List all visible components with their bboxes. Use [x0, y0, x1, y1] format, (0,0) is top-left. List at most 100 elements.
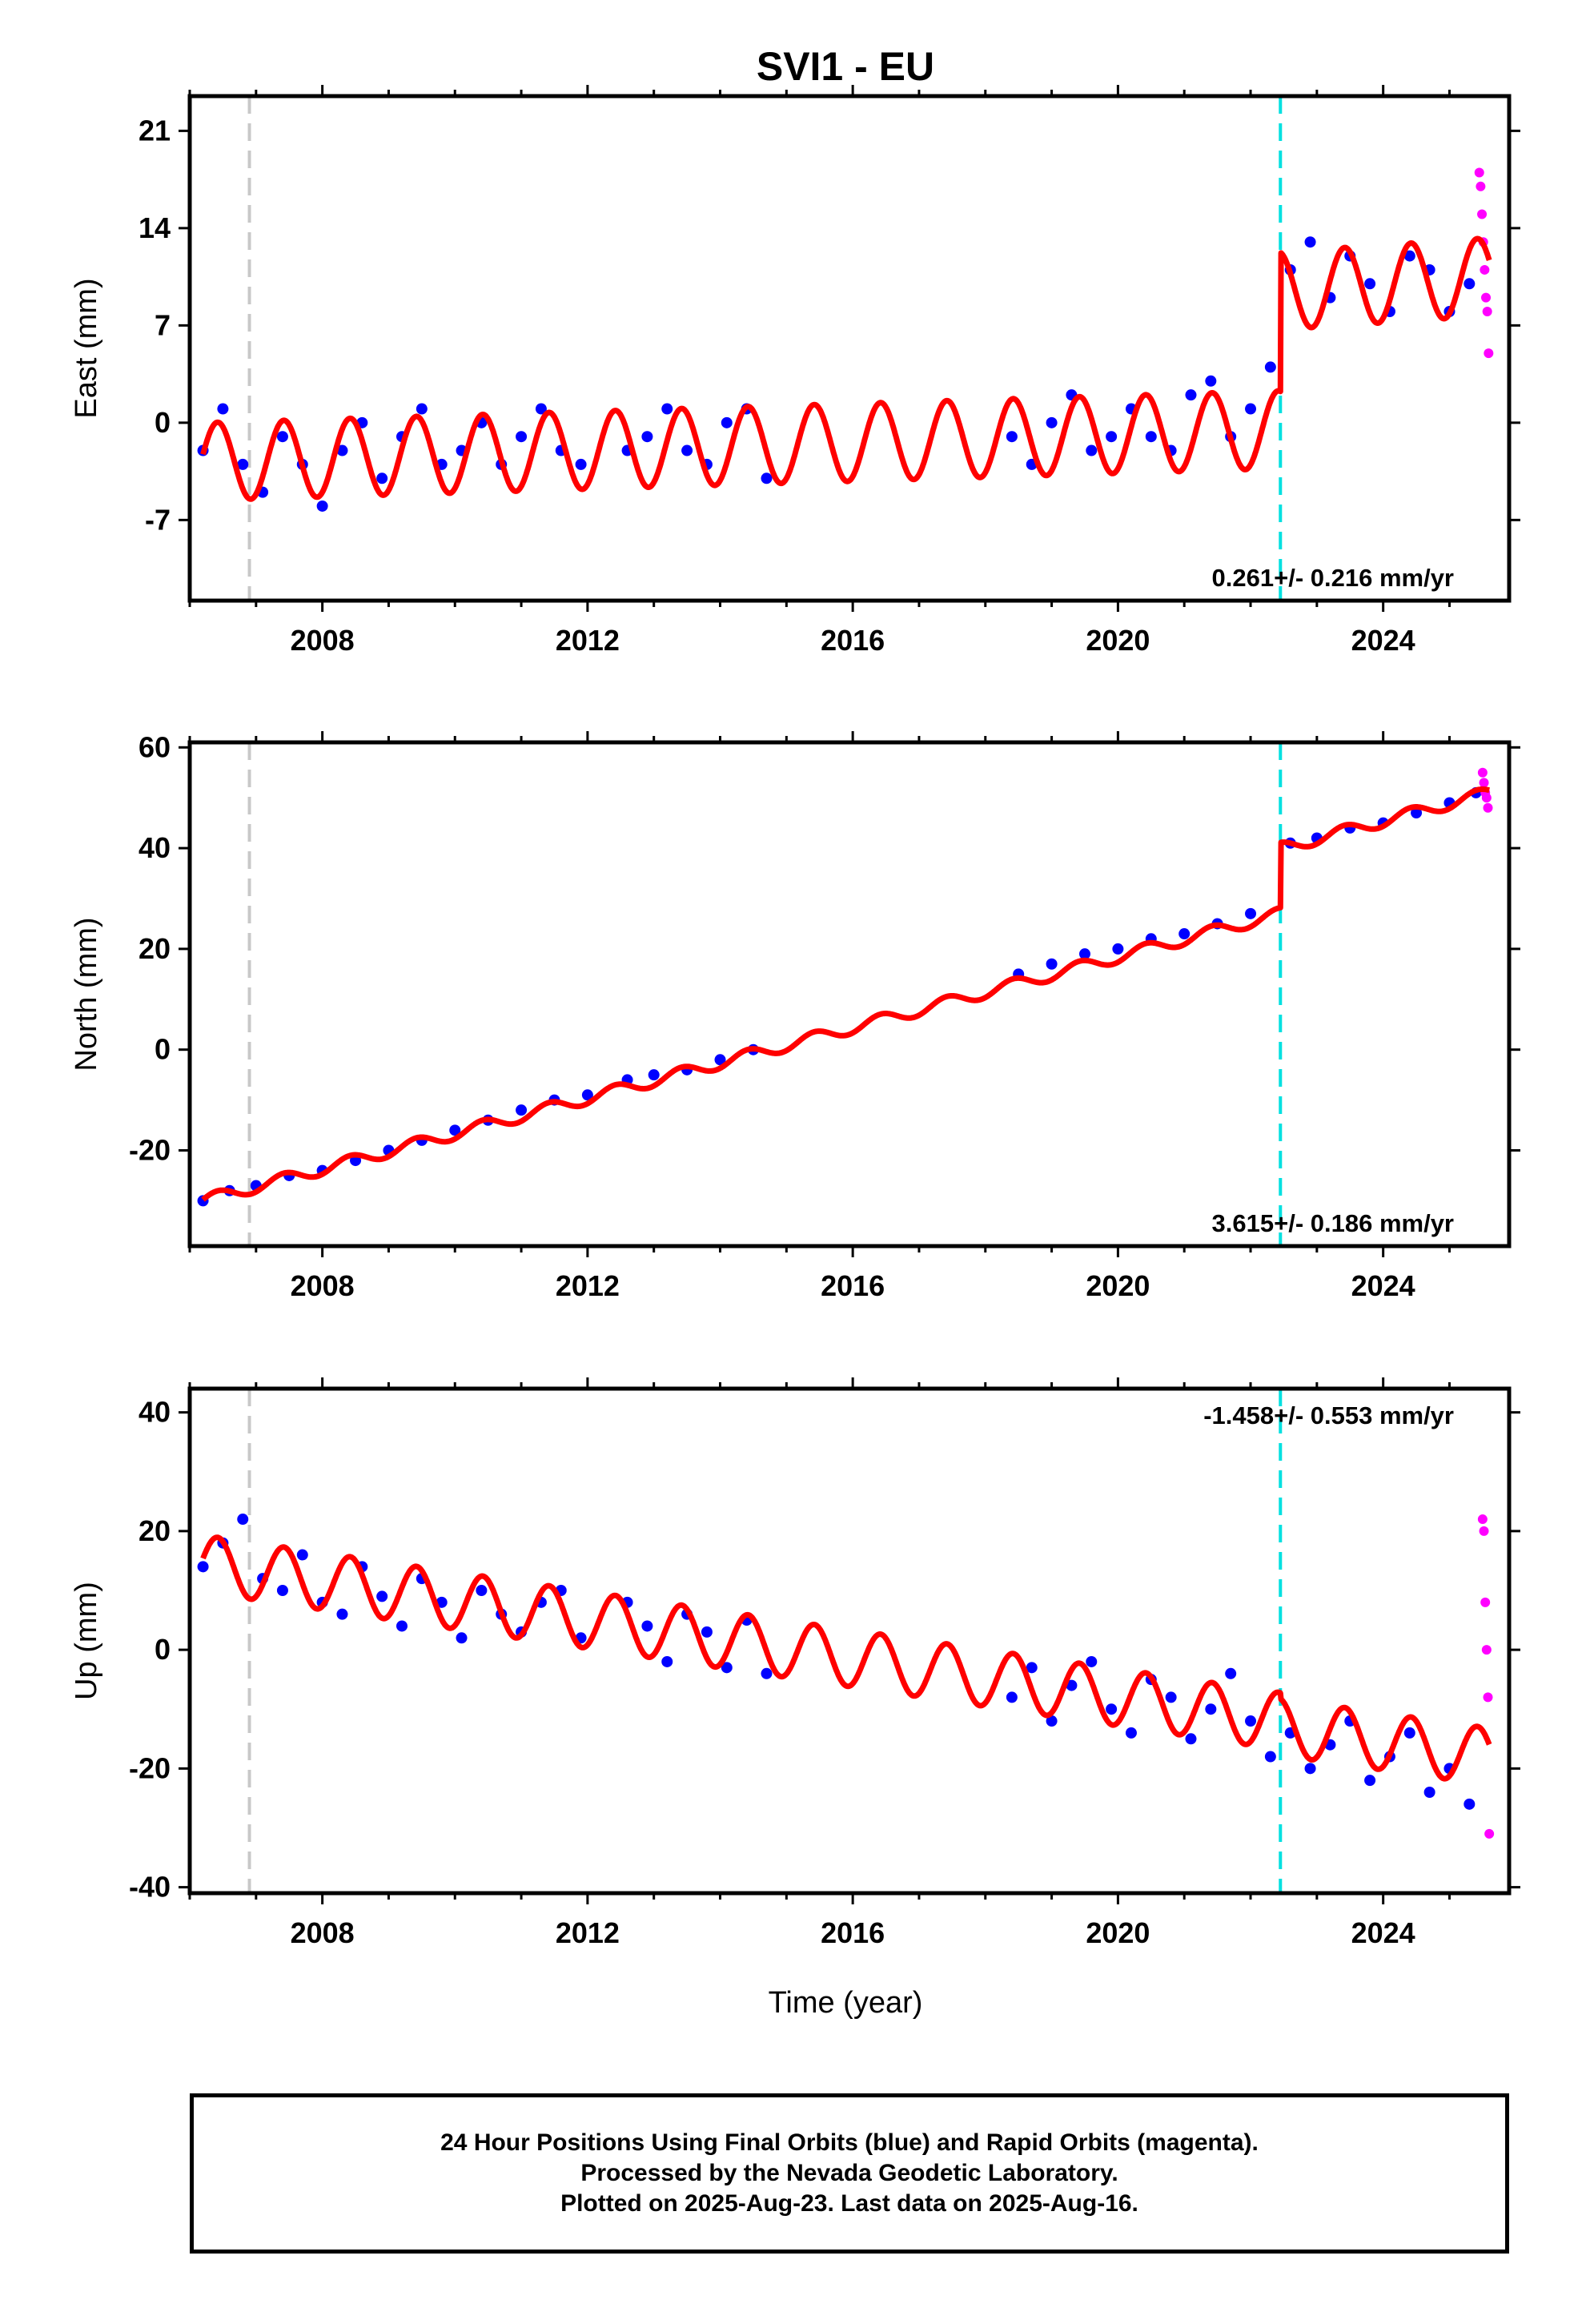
east-final-point [1264, 361, 1276, 373]
north-final-point [449, 1124, 461, 1136]
caption-line-3: Plotted on 2025-Aug-23. Last data on 202… [560, 2190, 1138, 2217]
up-final-point [661, 1655, 673, 1667]
east-final-point [1403, 250, 1415, 262]
up-y-tick-label: 20 [139, 1514, 171, 1547]
east-rapid-point [1484, 348, 1494, 359]
up-final-point [1225, 1667, 1237, 1679]
up-final-point [1264, 1751, 1276, 1763]
north-final-point [1178, 928, 1191, 940]
east-final-point [1006, 431, 1018, 443]
up-rapid-point [1483, 1692, 1493, 1703]
up-final-point [376, 1590, 388, 1602]
caption-line-2: Processed by the Nevada Geodetic Laborat… [580, 2160, 1118, 2186]
east-final-point [516, 431, 528, 443]
east-final-point [1145, 431, 1157, 443]
east-y-tick-label: 0 [155, 406, 171, 439]
north-final-point [1112, 943, 1124, 955]
north-final-point [581, 1089, 593, 1101]
up-x-tick-label: 2020 [1086, 1916, 1150, 1949]
east-final-point [416, 403, 428, 415]
north-y-tick-label: 60 [139, 730, 171, 763]
up-final-point [336, 1608, 348, 1620]
east-y-tick-label: 7 [155, 308, 171, 341]
east-y-tick-label: 14 [139, 211, 171, 244]
up-final-point [1046, 1715, 1058, 1727]
east-final-point [237, 458, 249, 470]
east-final-point [575, 458, 587, 470]
east-final-point [376, 472, 388, 485]
east-final-point [761, 472, 773, 485]
east-final-point [1106, 431, 1118, 443]
north-final-point [516, 1104, 528, 1116]
east-rapid-point [1481, 292, 1492, 303]
up-final-point [1185, 1733, 1197, 1745]
up-final-point [1006, 1691, 1018, 1703]
up-final-point [641, 1620, 653, 1632]
up-final-point [1304, 1763, 1316, 1775]
north-plot-area [197, 742, 1493, 1246]
east-final-point [1464, 278, 1476, 290]
north-x-tick-label: 2024 [1351, 1269, 1415, 1302]
up-y-tick-label: 0 [155, 1633, 171, 1666]
east-final-point [681, 444, 693, 456]
east-rapid-point [1476, 181, 1486, 191]
up-y-axis-label: Up (mm) [70, 1582, 103, 1700]
up-x-tick-label: 2008 [291, 1916, 355, 1949]
east-y-axis-label: East (mm) [70, 278, 103, 418]
east-rapid-point [1474, 167, 1484, 178]
north-rapid-point [1483, 802, 1493, 813]
up-final-point [1026, 1662, 1038, 1674]
up-final-point [761, 1667, 773, 1679]
east-final-point [1205, 375, 1217, 387]
up-final-point [721, 1662, 733, 1674]
east-frame [187, 94, 1512, 603]
east-rate-label: 0.261+/- 0.216 mm/yr [1212, 564, 1454, 592]
up-y-tick-label: -20 [129, 1751, 171, 1784]
up-final-point [1205, 1703, 1217, 1715]
up-panel: Up (mm) -40 -20 0 20 40 2008 2012 2016 2020 2024 -1… [70, 1377, 1520, 1949]
north-final-point [648, 1069, 660, 1081]
up-final-point [276, 1585, 288, 1596]
east-final-point [661, 403, 673, 415]
up-final-point [436, 1596, 448, 1608]
up-final-point [1165, 1691, 1177, 1703]
north-frame [187, 740, 1512, 1248]
east-y-tick-label: 21 [139, 114, 171, 147]
up-frame [187, 1386, 1512, 1896]
up-final-point [1364, 1775, 1376, 1787]
east-rapid-point [1477, 209, 1488, 219]
east-final-point [1185, 389, 1197, 401]
up-final-point [1086, 1655, 1098, 1667]
chart-title: SVI1 - EU [757, 44, 934, 89]
north-final-point [714, 1054, 726, 1066]
caption-line-1: 24 Hour Positions Using Final Orbits (bl… [440, 2129, 1259, 2156]
up-final-point [296, 1549, 308, 1561]
east-final-point [276, 431, 288, 443]
north-x-tick-label: 2016 [821, 1269, 885, 1302]
north-y-tick-label: 0 [155, 1033, 171, 1066]
up-final-point [1106, 1703, 1118, 1715]
up-x-tick-label: 2024 [1351, 1916, 1415, 1949]
east-final-point [641, 431, 653, 443]
up-y-tick-label: 40 [139, 1396, 171, 1429]
east-model-line [200, 235, 1492, 502]
east-rapid-point [1480, 264, 1490, 275]
north-y-tick-label: 20 [139, 932, 171, 965]
north-rate-label: 3.615+/- 0.186 mm/yr [1212, 1209, 1454, 1237]
up-rapid-point [1477, 1514, 1488, 1525]
x-axis-label: Time (year) [769, 1986, 923, 2020]
up-final-point [1066, 1679, 1078, 1691]
east-panel: East (mm) -7 0 7 14 21 2008 2012 2016 2020 2024 0.2… [70, 85, 1520, 657]
up-final-point [197, 1561, 209, 1573]
up-rate-label: -1.458+/- 0.553 mm/yr [1203, 1401, 1454, 1429]
north-rapid-point [1477, 767, 1488, 778]
up-rapid-point [1480, 1597, 1491, 1607]
up-model-line [200, 1534, 1492, 1782]
up-rapid-point [1484, 1828, 1495, 1839]
east-final-point [721, 416, 733, 428]
up-final-point [476, 1585, 488, 1596]
east-final-point [336, 444, 348, 456]
north-final-point [1078, 948, 1090, 960]
